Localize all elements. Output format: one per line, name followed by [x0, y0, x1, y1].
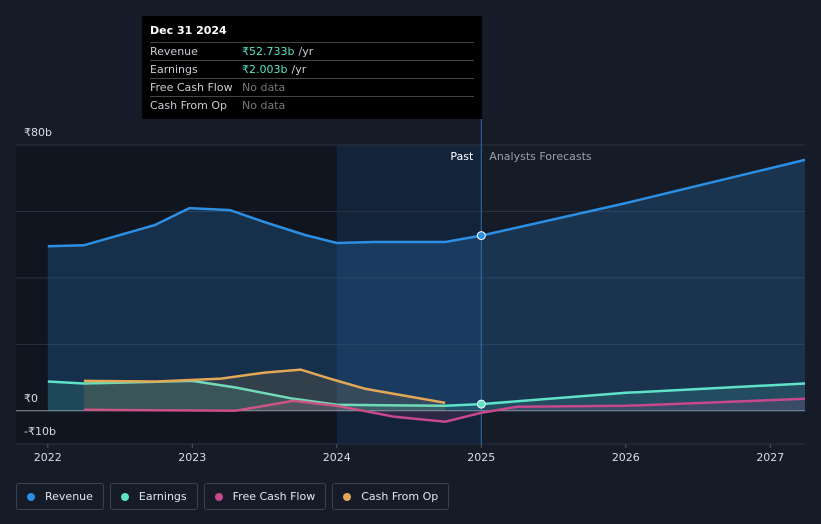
series-line: [83, 397, 806, 423]
series-line: [83, 368, 446, 405]
y-tick-label: ₹0: [24, 392, 38, 405]
series-area: [83, 369, 446, 411]
tooltip-rows: Revenue ₹52.733b/yr Earnings ₹2.003b/yr Free…: [150, 42, 474, 114]
legend-item[interactable]: Earnings: [109, 483, 198, 510]
x-tick-label: 2026: [612, 451, 640, 464]
x-tick-label: 2024: [323, 451, 351, 464]
past-zone: [16, 145, 337, 444]
tooltip-label: Cash From Op: [150, 99, 228, 112]
legend-swatch: [27, 492, 35, 501]
tooltip-row: Free Cash Flow No data: [150, 78, 474, 96]
legend: Revenue Earnings Free Cash Flow Cash From O…: [16, 483, 450, 510]
legend-label: Cash From Op: [361, 490, 439, 503]
legend-swatch: [214, 492, 223, 501]
tooltip: Dec 31 2024 Revenue ₹52.733b/yr Earnings ₹2…: [142, 16, 482, 119]
tooltip-value: No data: [242, 99, 286, 112]
y-tick-label: -₹10b: [24, 425, 56, 438]
past-label: Past: [450, 150, 474, 163]
tooltip-row: Cash From Op No data: [150, 96, 474, 114]
legend-item[interactable]: Revenue: [16, 483, 104, 510]
tooltip-label: Revenue: [150, 45, 198, 58]
legend-item[interactable]: Cash From Op: [332, 483, 450, 510]
legend-label: Earnings: [138, 490, 187, 503]
tooltip-row: Earnings ₹2.003b/yr: [150, 60, 474, 78]
tooltip-row: Revenue ₹52.733b/yr: [150, 42, 474, 60]
tooltip-unit: /yr: [298, 45, 314, 58]
tooltip-label: Earnings: [150, 63, 198, 76]
series-area: [47, 159, 806, 411]
legend-item[interactable]: Free Cash Flow: [203, 483, 327, 510]
point-marker: [476, 231, 486, 241]
tooltip-value: ₹2.003b: [242, 63, 288, 76]
tooltip-value: ₹52.733b: [242, 45, 295, 58]
highlight-zone: [336, 145, 482, 444]
x-tick-label: 2025: [467, 451, 495, 464]
x-tick-label: 2027: [756, 451, 784, 464]
tooltip-label: Free Cash Flow: [150, 81, 233, 94]
legend-swatch: [120, 492, 129, 501]
tooltip-value: No data: [242, 81, 286, 94]
legend-swatch: [343, 492, 352, 501]
x-tick-label: 2022: [34, 451, 62, 464]
forecast-label: Analysts Forecasts: [489, 150, 592, 163]
tooltip-date: Dec 31 2024: [150, 24, 227, 37]
x-tick-label: 2023: [178, 451, 206, 464]
series-area: [83, 398, 805, 422]
tooltip-unit: /yr: [291, 63, 307, 76]
legend-label: Free Cash Flow: [232, 490, 316, 503]
legend-label: Revenue: [45, 490, 93, 503]
point-marker: [476, 399, 486, 409]
y-tick-label: ₹80b: [24, 126, 52, 139]
